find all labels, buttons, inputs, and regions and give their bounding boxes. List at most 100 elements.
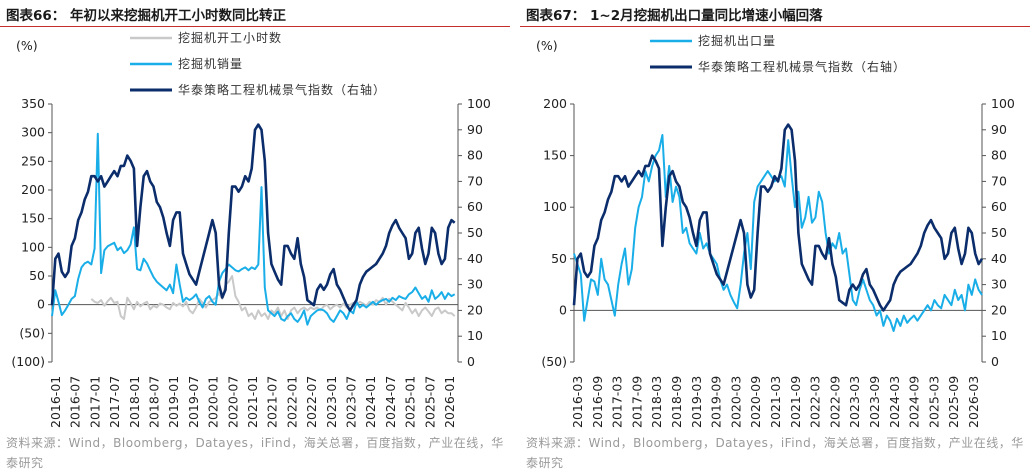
x-tick-label: 2017-09 (629, 376, 644, 428)
y2-tick-label: 30 (467, 277, 483, 292)
y-tick-label: 200 (21, 182, 45, 197)
y2-tick-label: 100 (467, 96, 491, 111)
title-divider (520, 26, 1030, 27)
y2-tick-label: 60 (467, 199, 483, 214)
y-tick-label: 100 (543, 199, 567, 214)
x-tick-label: 2018-01 (127, 376, 142, 428)
legend-label: 挖掘机销量 (178, 56, 243, 71)
y-tick-label: 200 (543, 96, 567, 111)
y-tick-label: (50) (19, 325, 45, 340)
chart-canvas: (%)200150100500(50)100908070605040302010… (536, 33, 1015, 428)
x-tick-label: 2020-03 (728, 376, 743, 428)
y2-tick-label: 20 (991, 302, 1007, 317)
x-tick-label: 2020-07 (225, 376, 240, 428)
y-tick-label: 350 (21, 96, 45, 111)
chart-panel-right: 图表67： 1~2月挖掘机出口量同比增速小幅回落 (%) 200 150 100 50 0… (520, 0, 1030, 470)
y2-tick-label: 40 (991, 251, 1007, 266)
x-tick-label: 2016-03 (570, 376, 585, 428)
x-tick-label: 2022-01 (284, 376, 299, 428)
y2-tick-label: 50 (991, 225, 1007, 240)
x-tick-label: 2021-03 (768, 376, 783, 428)
legend-label: 华泰策略工程机械景气指数（右轴） (178, 82, 386, 97)
x-tick-label: 2024-07 (383, 376, 398, 428)
x-tick-label: 2019-03 (689, 376, 704, 428)
y2-tick-label: 100 (991, 96, 1015, 111)
y-tick-label: 300 (21, 125, 45, 140)
x-tick-label: 2019-09 (709, 376, 724, 428)
x-tick-label: 2024-09 (907, 376, 922, 428)
chart-title: 图表66： 年初以来挖掘机开工小时数同比转正 (6, 8, 286, 24)
y2-tick-label: 60 (991, 199, 1007, 214)
y2-tick-label: 0 (467, 354, 475, 369)
chart-panel-left: 图表66： 年初以来挖掘机开工小时数同比转正 (%) 350 300 250 200 15… (0, 0, 510, 470)
y2-tick-label: 20 (467, 302, 483, 317)
y2-tick-label: 40 (467, 251, 483, 266)
x-tick-label: 2022-09 (827, 376, 842, 428)
y2-tick-label: 50 (467, 225, 483, 240)
y2-tick-label: 80 (991, 148, 1007, 163)
y2-tick-label: 30 (991, 277, 1007, 292)
y2-tick-label: 80 (467, 148, 483, 163)
x-tick-label: 2025-09 (946, 376, 961, 428)
y2-tick-label: 0 (991, 354, 999, 369)
x-tick-label: 2022-03 (808, 376, 823, 428)
y-tick-label: 50 (551, 251, 567, 266)
x-tick-label: 2026-01 (442, 376, 457, 428)
y-tick-label: 250 (21, 153, 45, 168)
y-tick-label: (50) (541, 354, 567, 369)
series-line-volume (51, 132, 456, 326)
y-tick-label: 0 (37, 297, 45, 312)
x-tick-label: 2018-07 (147, 376, 162, 428)
x-tick-label: 2016-07 (68, 376, 83, 428)
chart-title: 图表67： 1~2月挖掘机出口量同比增速小幅回落 (526, 8, 823, 24)
x-tick-label: 2021-07 (265, 376, 280, 428)
chart-canvas: (%)350300250200150100500(50)(100)1009080… (11, 30, 491, 428)
y-tick-label: 0 (559, 302, 567, 317)
y2-tick-label: 10 (467, 328, 483, 343)
source-note: 资料来源：Wind，Bloomberg，Datayes，iFind，海关总署，百… (6, 436, 504, 470)
series-line-index (572, 123, 984, 312)
series-line-volume (573, 134, 983, 332)
legend-label: 挖掘机出口量 (698, 33, 776, 48)
x-tick-label: 2017-01 (87, 376, 102, 428)
x-tick-label: 2025-07 (422, 376, 437, 428)
y2-tick-label: 10 (991, 328, 1007, 343)
y-tick-label: 150 (543, 148, 567, 163)
x-tick-label: 2017-07 (107, 376, 122, 428)
x-tick-label: 2023-03 (847, 376, 862, 428)
legend-label: 挖掘机开工小时数 (178, 30, 282, 45)
source-note: 资料来源：Wind，Bloomberg，Datayes，iFind，海关总署，百… (526, 436, 1024, 470)
x-tick-label: 2021-09 (788, 376, 803, 428)
x-tick-label: 2016-01 (48, 376, 63, 428)
y-tick-label: (100) (11, 354, 45, 369)
y2-tick-label: 90 (991, 122, 1007, 137)
y-tick-label: 50 (29, 268, 45, 283)
y-axis-unit-label: (%) (16, 38, 38, 53)
y2-tick-label: 70 (991, 173, 1007, 188)
x-tick-label: 2022-07 (304, 376, 319, 428)
x-tick-label: 2023-07 (344, 376, 359, 428)
y2-tick-label: 90 (467, 122, 483, 137)
x-tick-label: 2025-03 (926, 376, 941, 428)
x-tick-label: 2019-01 (166, 376, 181, 428)
x-tick-label: 2025-01 (403, 376, 418, 428)
x-tick-label: 2024-03 (887, 376, 902, 428)
x-tick-label: 2020-01 (206, 376, 221, 428)
x-tick-label: 2018-03 (649, 376, 664, 428)
series-line-index (50, 123, 456, 312)
series-line-hours (90, 275, 456, 320)
y-tick-label: 100 (21, 239, 45, 254)
title-divider (0, 26, 510, 27)
legend-label: 华泰策略工程机械景气指数（右轴） (698, 59, 906, 74)
x-tick-label: 2023-01 (324, 376, 339, 428)
x-tick-label: 2026-03 (966, 376, 981, 428)
x-tick-label: 2017-03 (610, 376, 625, 428)
y2-tick-label: 70 (467, 173, 483, 188)
y-tick-label: 150 (21, 211, 45, 226)
x-tick-label: 2019-07 (186, 376, 201, 428)
x-tick-label: 2021-01 (245, 376, 260, 428)
x-tick-label: 2016-09 (590, 376, 605, 428)
x-tick-label: 2024-01 (363, 376, 378, 428)
x-tick-label: 2023-09 (867, 376, 882, 428)
x-tick-label: 2018-09 (669, 376, 684, 428)
